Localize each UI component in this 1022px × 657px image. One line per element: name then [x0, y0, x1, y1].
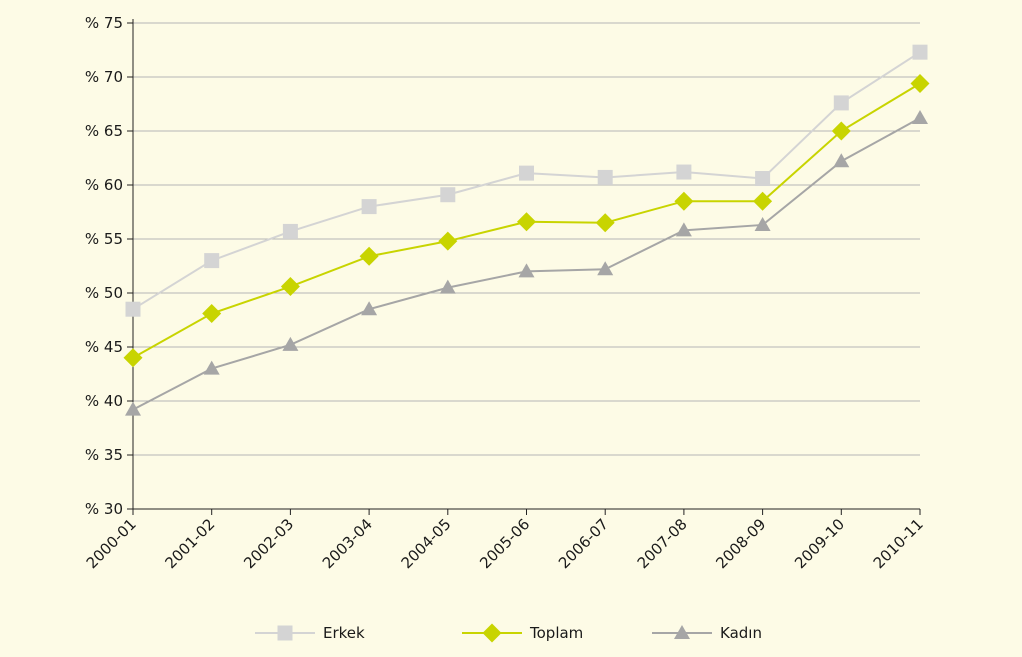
- data-point-erkek: [204, 253, 220, 269]
- data-point-toplam: [438, 231, 458, 251]
- data-point-erkek: [597, 169, 613, 185]
- data-point-kad-n: [597, 261, 614, 276]
- x-tick-label: 2010-11: [870, 515, 927, 572]
- y-tick-label: % 75: [85, 14, 123, 32]
- x-tick-labels: 2000-01 2001-02 2002-03 2003-04 2004-05 2005-…: [83, 515, 927, 572]
- data-point-toplam: [202, 304, 222, 324]
- y-tick-label: % 65: [85, 122, 123, 140]
- y-tick-labels: % 30 % 35 % 40 % 45 % 50 % 55 % 60 % 65 % 70 % 75: [85, 14, 123, 518]
- data-point-erkek: [519, 165, 534, 181]
- gridlines: [133, 22, 920, 456]
- legend: Erkek Toplam Kadın: [255, 623, 762, 643]
- data-point-toplam: [359, 246, 379, 266]
- data-point-toplam: [674, 191, 694, 211]
- axes: [127, 19, 921, 515]
- series-layer: [123, 44, 930, 416]
- x-tick-label: 2004-05: [398, 515, 455, 572]
- data-point-erkek: [361, 199, 377, 215]
- data-point-kad-n: [833, 153, 850, 168]
- y-tick-label: % 50: [85, 284, 123, 302]
- x-tick-label: 2007-08: [634, 515, 691, 572]
- y-tick-label: % 60: [85, 176, 123, 194]
- x-tick-label: 2002-03: [240, 515, 297, 572]
- legend-label-kad-n: Kadın: [720, 624, 762, 642]
- x-tick-label: 2006-07: [555, 515, 612, 572]
- data-point-toplam: [910, 73, 930, 93]
- data-point-toplam: [517, 212, 536, 232]
- data-point-kad-n: [439, 279, 456, 294]
- data-point-kad-n: [518, 263, 535, 278]
- data-point-erkek: [912, 44, 928, 60]
- legend-marker-toplam: [482, 623, 502, 643]
- legend-marker-kad-n: [674, 625, 690, 639]
- data-point-erkek: [282, 223, 298, 239]
- y-tick-label: % 70: [85, 68, 123, 86]
- data-point-toplam: [280, 277, 300, 297]
- x-tick-label: 2003-04: [319, 515, 376, 572]
- data-point-erkek: [440, 187, 456, 203]
- data-point-kad-n: [361, 301, 378, 316]
- legend-label-toplam: Toplam: [529, 624, 583, 642]
- x-tick-label: 2001-02: [161, 515, 218, 572]
- data-point-erkek: [125, 301, 141, 317]
- data-point-erkek: [676, 164, 692, 180]
- data-point-toplam: [123, 348, 143, 368]
- y-tick-label: % 40: [85, 392, 123, 410]
- legend-marker-erkek: [277, 625, 293, 641]
- x-tick-label: 2009-10: [791, 515, 848, 572]
- y-tick-label: % 35: [85, 446, 123, 464]
- data-point-kad-n: [125, 401, 141, 416]
- y-tick-label: % 55: [85, 230, 123, 248]
- data-point-erkek: [755, 171, 771, 187]
- data-point-toplam: [831, 121, 851, 141]
- data-point-toplam: [595, 213, 615, 233]
- data-point-kad-n: [675, 222, 692, 237]
- data-point-erkek: [833, 95, 849, 111]
- y-tick-label: % 30: [85, 500, 123, 518]
- data-point-kad-n: [754, 216, 771, 231]
- data-point-kad-n: [912, 110, 928, 125]
- x-tick-label: 2005-06: [476, 515, 533, 572]
- x-tick-label: 2008-09: [712, 515, 769, 572]
- x-tick-label: 2000-01: [83, 515, 140, 572]
- data-point-kad-n: [203, 360, 220, 375]
- data-point-kad-n: [282, 336, 299, 351]
- data-point-toplam: [753, 191, 773, 211]
- legend-label-erkek: Erkek: [323, 624, 365, 642]
- y-tick-label: % 45: [85, 338, 123, 356]
